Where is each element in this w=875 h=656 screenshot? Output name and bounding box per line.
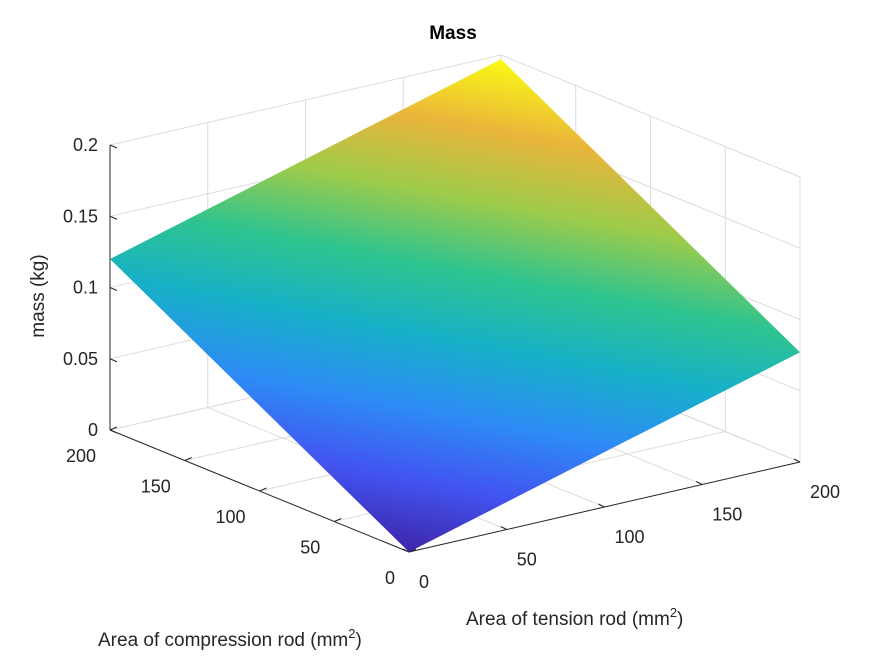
y-tick-mark (109, 426, 118, 431)
z-tick-label: 0.2 (73, 135, 98, 155)
backwall-y-grid-z-4 (109, 54, 502, 146)
z-tick-mark (109, 358, 118, 363)
y-axis-label-text: Area of compression rod (mm (98, 630, 348, 651)
y-tick-label: 100 (215, 507, 245, 527)
x-tick-label: 150 (712, 505, 742, 525)
y-axis-label-sup: 2 (348, 626, 355, 641)
x-axis-label-tail: ) (677, 609, 683, 630)
y-tick-label: 0 (385, 568, 395, 588)
y-tick-label: 150 (141, 477, 171, 497)
z-axis-label: mass (kg) (28, 254, 49, 337)
x-axis-label-sup: 2 (670, 605, 677, 620)
y-axis-label: Area of compression rod (mm2) (98, 626, 362, 651)
chart-title: Mass (429, 23, 477, 44)
y-tick-mark (259, 487, 267, 492)
y-tick-mark (184, 457, 192, 461)
y-axis-label-tail: ) (355, 630, 361, 651)
z-tick-mark (109, 429, 118, 434)
z-tick-mark (109, 215, 118, 220)
x-tick-mark (696, 481, 703, 485)
z-tick-mark (109, 144, 118, 149)
z-tick-mark (109, 287, 118, 291)
x-tick-label: 200 (810, 482, 840, 502)
z-tick-label: 0 (88, 420, 98, 440)
x-tick-mark (793, 458, 801, 463)
x-tick-label: 50 (517, 550, 537, 570)
x-tick-mark (500, 526, 507, 530)
x-axis-label-text: Area of tension rod (mm (466, 609, 670, 630)
mass-surface (110, 59, 800, 553)
x-tick-mark (598, 503, 605, 508)
axes (109, 144, 801, 553)
z-tick-label: 0.15 (63, 206, 98, 226)
x-tick-label: 0 (419, 572, 429, 592)
tick-labels: 0 50 100 150 200 0 50 100 150 200 0 0.05 0.1 0.15 0.2 (63, 135, 840, 592)
y-tick-mark (334, 518, 342, 522)
z-tick-label: 0.05 (63, 349, 98, 369)
y-tick-mark (408, 548, 417, 553)
x-tick-mark (402, 548, 410, 553)
z-tick-label: 0.1 (73, 278, 98, 298)
x-tick-label: 100 (615, 527, 645, 547)
backwall-x-grid-z-4 (500, 54, 801, 178)
x-axis-label: Area of tension rod (mm2) (466, 605, 683, 630)
y-tick-label: 200 (66, 446, 96, 466)
y-tick-label: 50 (300, 538, 320, 558)
